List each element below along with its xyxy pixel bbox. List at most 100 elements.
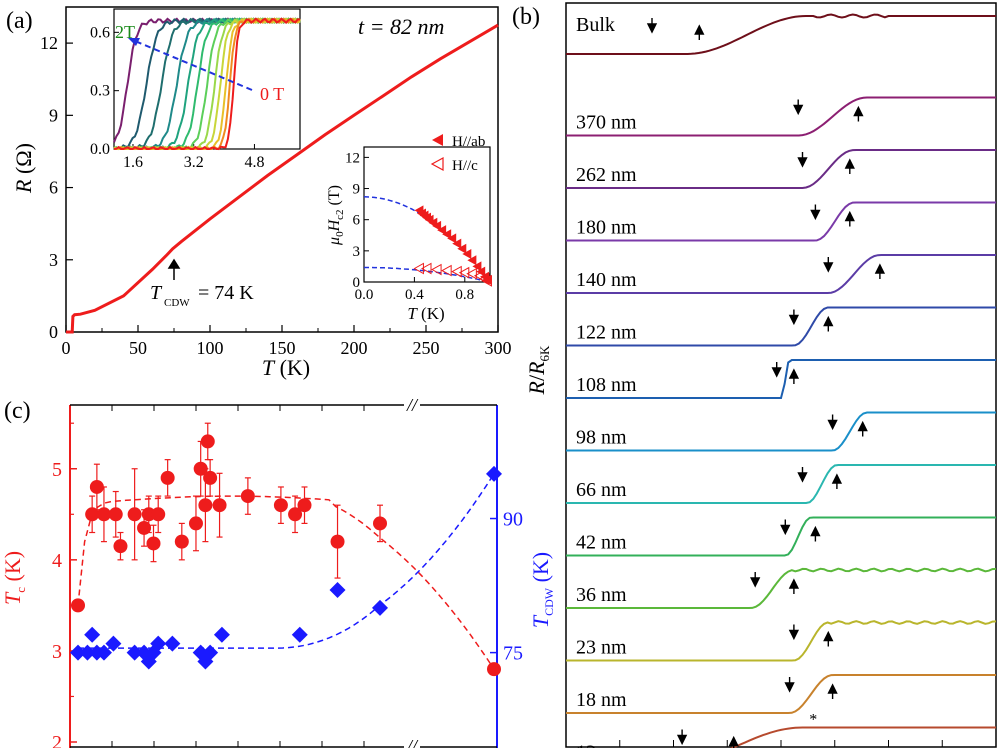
inset-x-tick-label: 3.2 [184, 154, 204, 171]
tc-point [96, 507, 111, 522]
hc-point [441, 264, 452, 277]
trace-label: 370 nm [576, 112, 637, 134]
inset-hc2-plot [363, 196, 492, 287]
up-arrow-icon [844, 210, 855, 227]
right-tick-label: 75 [503, 643, 523, 665]
tc-point [240, 489, 255, 504]
trace-line [566, 620, 997, 662]
tcdw-point [150, 635, 167, 652]
y-tick-label: 9 [49, 105, 58, 125]
inset-hc2-xlabel: T (K) [407, 304, 444, 323]
field-arrow-icon [134, 40, 253, 91]
tc-point [151, 507, 166, 522]
trace-label: 66 nm [576, 479, 627, 501]
trace-line [566, 13, 996, 55]
hab-point [447, 233, 457, 244]
tcdw-point [213, 626, 230, 643]
legend-hc-marker [430, 156, 444, 172]
up-arrow-icon [827, 683, 838, 699]
trace-label: 23 nm [576, 637, 627, 659]
x-tick-label: 0 [62, 338, 71, 358]
hc2-y-tick-label: 12 [345, 150, 360, 166]
tc-point [127, 507, 142, 522]
left-tick-label: 5 [52, 459, 62, 481]
inset-hc2: 0.0 0.4 0.8 0 3 6 9 12 H//ab H//c T (K) μ0Hc2 (… [326, 134, 492, 323]
x-tick-label: 100 [197, 338, 224, 358]
tc-point [108, 507, 123, 522]
up-arrow-icon [788, 368, 800, 384]
trace-label: 108 nm [576, 374, 637, 396]
tc-point [203, 470, 218, 485]
y-tick-label: 0 [49, 322, 58, 342]
axis-break-label-bottom: // [406, 736, 419, 748]
legend-hab-label: H//ab [452, 134, 485, 150]
trace-label: Bulk [576, 14, 615, 36]
hc2-y-tick-label: 9 [353, 182, 361, 198]
tc-point [85, 507, 100, 522]
tc-point [174, 534, 189, 549]
trace-label: 12 nm [576, 742, 627, 748]
trace-line [566, 359, 996, 399]
panel-b-ylabel: R/R6K [524, 345, 552, 396]
panel-c-points [70, 422, 502, 677]
y-tick-label: 6 [49, 178, 58, 198]
down-arrow-icon [646, 18, 658, 34]
trace-line [566, 674, 996, 714]
legend-hc-label: H//c [452, 158, 478, 174]
inset-rt-ticks: 1.6 3.2 4.8 0.0 0.3 0.6 [90, 24, 264, 171]
panel-c: (c) // // 2 3 4 5 75 90 Tc (K) TCDW (K) [0, 395, 556, 748]
up-arrow-icon [874, 263, 886, 279]
tcdw-point [70, 644, 86, 661]
y-tick-label: 3 [49, 250, 58, 270]
trace-label: 262 nm [576, 164, 637, 186]
down-arrow-icon [810, 204, 821, 221]
hc-point [431, 263, 442, 276]
star-label: * [809, 712, 817, 729]
tc-point [288, 507, 303, 522]
panel-c-fits [77, 473, 495, 670]
tc-point [160, 470, 175, 485]
axis-break-label: // [406, 395, 419, 415]
trace-line [566, 254, 996, 294]
hab-point [452, 238, 462, 249]
up-arrow-icon [823, 315, 834, 332]
tc-point [487, 662, 501, 677]
tcdw-point [372, 599, 388, 616]
panel-b-traces: Bulk 370 nm 262 nm 180 nm 140 nm 122 nm 108 nm… [566, 13, 997, 748]
tc-point [89, 479, 104, 494]
inset-y-tick-label: 0.3 [90, 83, 110, 100]
y-tick-label: 12 [40, 33, 58, 53]
hc2-x-tick-label: 0.4 [405, 287, 424, 303]
hc-point [420, 262, 432, 275]
hab-point [442, 229, 452, 240]
field-arrowhead-icon [128, 38, 140, 46]
trace-line [566, 567, 997, 609]
panel-c-ylabel-left: Tc (K) [0, 551, 28, 605]
inset-y-tick-label: 0.0 [90, 141, 110, 158]
tc-point [198, 498, 213, 513]
down-arrow-icon [771, 362, 782, 378]
tc-point [146, 536, 161, 551]
tcdw-point [79, 644, 96, 661]
tc-point [137, 520, 152, 535]
cdw-arrow-icon [167, 258, 181, 280]
tcdw-point [105, 635, 122, 652]
up-arrow-icon [823, 630, 834, 647]
hab-point [462, 248, 472, 259]
tcdw-point [95, 644, 112, 661]
hc2-y-tick-label: 0 [353, 275, 361, 291]
down-arrow-icon [797, 467, 808, 483]
tcdw-point [291, 626, 308, 643]
hab-point [476, 266, 486, 277]
hab-point [437, 225, 447, 236]
down-arrow-icon [823, 257, 834, 273]
tc-point [297, 498, 312, 513]
tc-point [273, 498, 288, 513]
hc2-x-tick-label: 0.0 [355, 287, 374, 303]
trace-line [566, 516, 996, 557]
down-arrow-icon [793, 99, 804, 116]
trace-line [566, 306, 996, 347]
inset-hc2-ylabel: μ0Hc2 (T) [326, 185, 346, 246]
panel-a-xlabel: T (K) [262, 355, 310, 380]
trace-line [566, 464, 996, 504]
